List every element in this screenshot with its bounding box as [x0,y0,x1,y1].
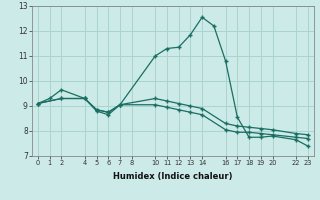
X-axis label: Humidex (Indice chaleur): Humidex (Indice chaleur) [113,172,233,181]
